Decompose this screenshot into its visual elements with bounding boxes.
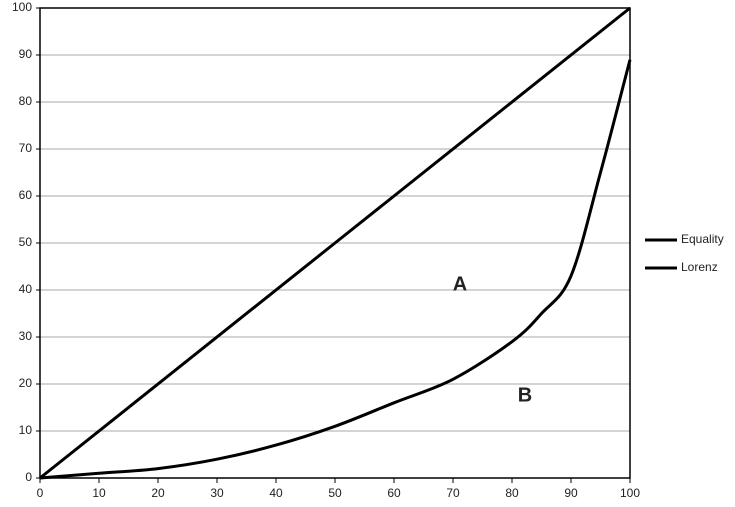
annotation: A	[453, 273, 467, 295]
x-tick-label: 80	[505, 486, 519, 500]
y-tick-label: 80	[19, 94, 33, 108]
x-tick-label: 90	[564, 486, 578, 500]
annotation: B	[518, 384, 532, 406]
y-tick-label: 70	[19, 141, 33, 155]
y-tick-label: 40	[19, 282, 33, 296]
legend-label: Lorenz	[681, 260, 718, 274]
x-tick-label: 60	[387, 486, 401, 500]
x-tick-label: 40	[269, 486, 283, 500]
y-tick-label: 20	[19, 376, 33, 390]
y-tick-label: 30	[19, 329, 33, 343]
y-tick-label: 10	[19, 423, 33, 437]
x-tick-label: 50	[328, 486, 342, 500]
y-tick-label: 90	[19, 47, 33, 61]
plot-border	[39, 7, 631, 479]
x-tick-label: 70	[446, 486, 460, 500]
y-tick-label: 60	[19, 188, 33, 202]
x-tick-label: 20	[151, 486, 165, 500]
series-line	[39, 59, 632, 480]
series-line	[39, 6, 631, 480]
x-tick-label: 30	[210, 486, 224, 500]
x-tick-label: 100	[620, 486, 640, 500]
legend-label: Equality	[681, 232, 724, 246]
x-tick-label: 10	[92, 486, 106, 500]
y-tick-label: 0	[25, 470, 32, 484]
x-tick-label: 0	[37, 486, 44, 500]
y-tick-label: 100	[12, 0, 32, 14]
y-tick-label: 50	[19, 235, 33, 249]
